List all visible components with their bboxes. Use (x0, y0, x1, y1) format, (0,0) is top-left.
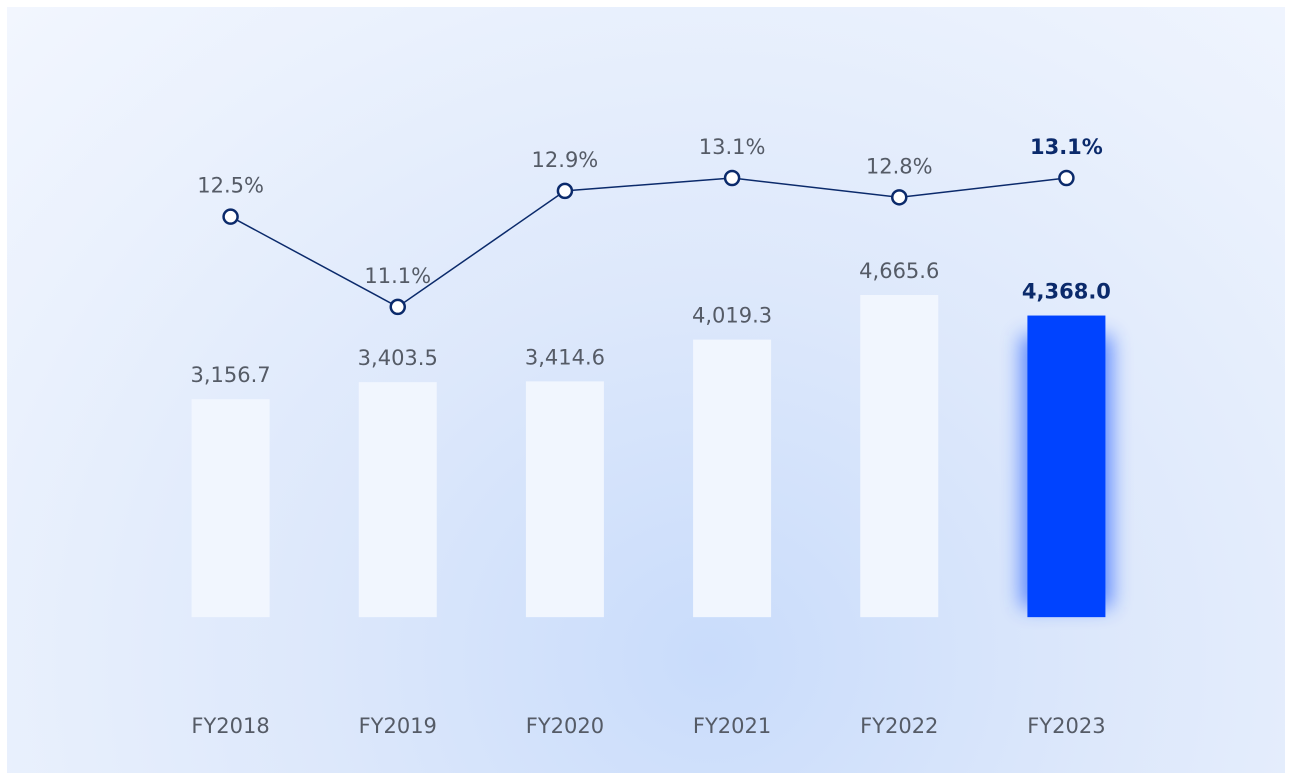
bar (860, 294, 939, 618)
x-tick-label: FY2021 (693, 714, 771, 738)
x-tick-label: FY2018 (191, 714, 269, 738)
bar-value-label: 4,019.3 (692, 304, 772, 328)
line-point (891, 189, 908, 206)
line-point (723, 169, 741, 187)
bar (358, 382, 437, 618)
line-point (222, 208, 239, 225)
x-tick-label: FY2023 (1027, 714, 1105, 738)
line-value-label: 12.5% (197, 174, 264, 198)
line-value-label: 13.1% (1030, 135, 1103, 159)
bar-value-label: 4,665.6 (859, 259, 939, 283)
line-value-label: 11.1% (364, 264, 431, 288)
line-value-label: 12.8% (866, 154, 933, 178)
line-point (1058, 169, 1075, 187)
bar-value-label: 3,414.6 (525, 345, 605, 369)
line-point (389, 298, 406, 316)
bar-value-label: 3,403.5 (358, 346, 438, 370)
bar (1027, 315, 1106, 618)
bar-value-label: 3,156.7 (191, 363, 271, 387)
bar (191, 399, 270, 618)
x-tick-label: FY2019 (359, 714, 437, 738)
bar (525, 381, 604, 618)
bar-value-label: 4,368.0 (1022, 280, 1111, 304)
x-tick-label: FY2022 (860, 714, 938, 738)
line-value-label: 13.1% (699, 135, 766, 159)
bar (693, 339, 772, 618)
line-value-label: 12.9% (532, 148, 599, 172)
x-tick-label: FY2020 (526, 714, 604, 738)
line (230, 177, 1067, 308)
line-point (556, 182, 574, 200)
